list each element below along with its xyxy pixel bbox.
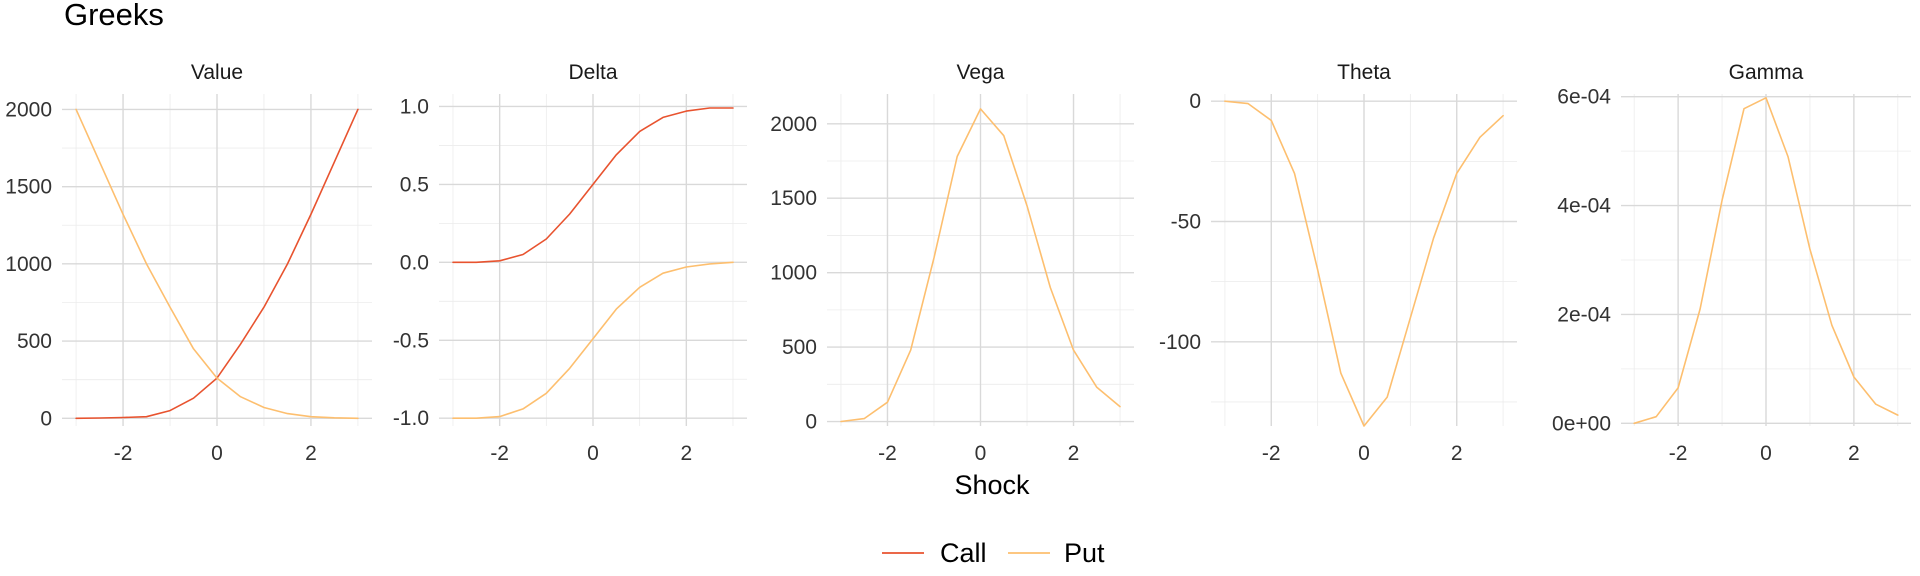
x-tick-label: 0 (1760, 442, 1772, 465)
x-tick-label: 2 (1068, 442, 1080, 465)
y-tick-label: 2000 (770, 113, 817, 136)
y-tick-label: 6e-04 (1557, 86, 1611, 109)
series-line-put (1633, 97, 1899, 425)
facet-title: Theta (1337, 61, 1391, 84)
x-tick-label: 0 (975, 442, 987, 465)
y-tick-label: 0.5 (400, 173, 429, 196)
y-tick-label: 0 (1189, 90, 1201, 113)
legend-label: Call (940, 538, 987, 568)
series-line-put (452, 261, 734, 420)
x-tick-label: 0 (587, 442, 599, 465)
x-tick-label: -2 (878, 442, 897, 465)
y-tick-label: -50 (1171, 211, 1201, 234)
y-tick-label: 1500 (770, 187, 817, 210)
y-tick-label: 1.0 (400, 95, 429, 118)
y-tick-label: 4e-04 (1557, 195, 1611, 218)
y-tick-label: 2e-04 (1557, 303, 1611, 326)
y-tick-label: 2000 (5, 98, 52, 121)
series-line-put (840, 108, 1121, 423)
panel-gamma: Gamma 0e+00 2e-04 4e-04 6e-04 -2 0 2 (1552, 61, 1911, 465)
y-tick-label: 1000 (770, 262, 817, 285)
legend-item-put: Put (1008, 538, 1105, 568)
legend-label: Put (1064, 538, 1105, 568)
y-tick-label: 1000 (5, 253, 52, 276)
x-tick-label: 0 (211, 442, 223, 465)
x-axis-title: Shock (954, 470, 1030, 500)
x-tick-label: 0 (1358, 442, 1370, 465)
panel-theta: Theta -100 -50 0 -2 0 2 (1159, 61, 1517, 465)
y-tick-label: -100 (1159, 331, 1201, 354)
y-tick-label: 0 (40, 407, 52, 430)
x-tick-label: 2 (1451, 442, 1463, 465)
panel-delta: Delta -1.0 -0.5 0.0 0.5 1.0 -2 0 2 (393, 61, 747, 465)
legend: Call Put (882, 538, 1105, 568)
chart-title: Greeks (64, 0, 164, 32)
y-tick-label: 500 (782, 336, 817, 359)
x-tick-label: -2 (490, 442, 509, 465)
x-tick-label: 2 (305, 442, 317, 465)
x-tick-label: 2 (1848, 442, 1860, 465)
y-tick-label: 500 (17, 330, 52, 353)
x-tick-label: -2 (1669, 442, 1688, 465)
series-line-put (1224, 100, 1504, 427)
series-line-call (452, 107, 734, 264)
x-tick-label: -2 (1262, 442, 1281, 465)
y-tick-label: 0.0 (400, 251, 429, 274)
series-line-put (75, 108, 359, 420)
panel-vega: Vega 0 500 1000 1500 2000 -2 0 2 (770, 61, 1134, 465)
facet-title: Value (191, 61, 243, 84)
y-tick-label: -0.5 (393, 329, 429, 352)
y-tick-label: 1500 (5, 176, 52, 199)
panel-value: Value 0 500 1000 1500 2000 -2 0 2 (5, 61, 372, 465)
facet-title: Vega (957, 61, 1005, 84)
y-tick-label: -1.0 (393, 407, 429, 430)
y-tick-label: 0e+00 (1552, 412, 1611, 435)
legend-item-call: Call (882, 538, 987, 568)
facet-title: Gamma (1729, 61, 1804, 84)
facet-title: Delta (568, 61, 617, 84)
y-tick-label: 0 (805, 411, 817, 434)
x-tick-label: -2 (114, 442, 133, 465)
x-tick-label: 2 (680, 442, 692, 465)
